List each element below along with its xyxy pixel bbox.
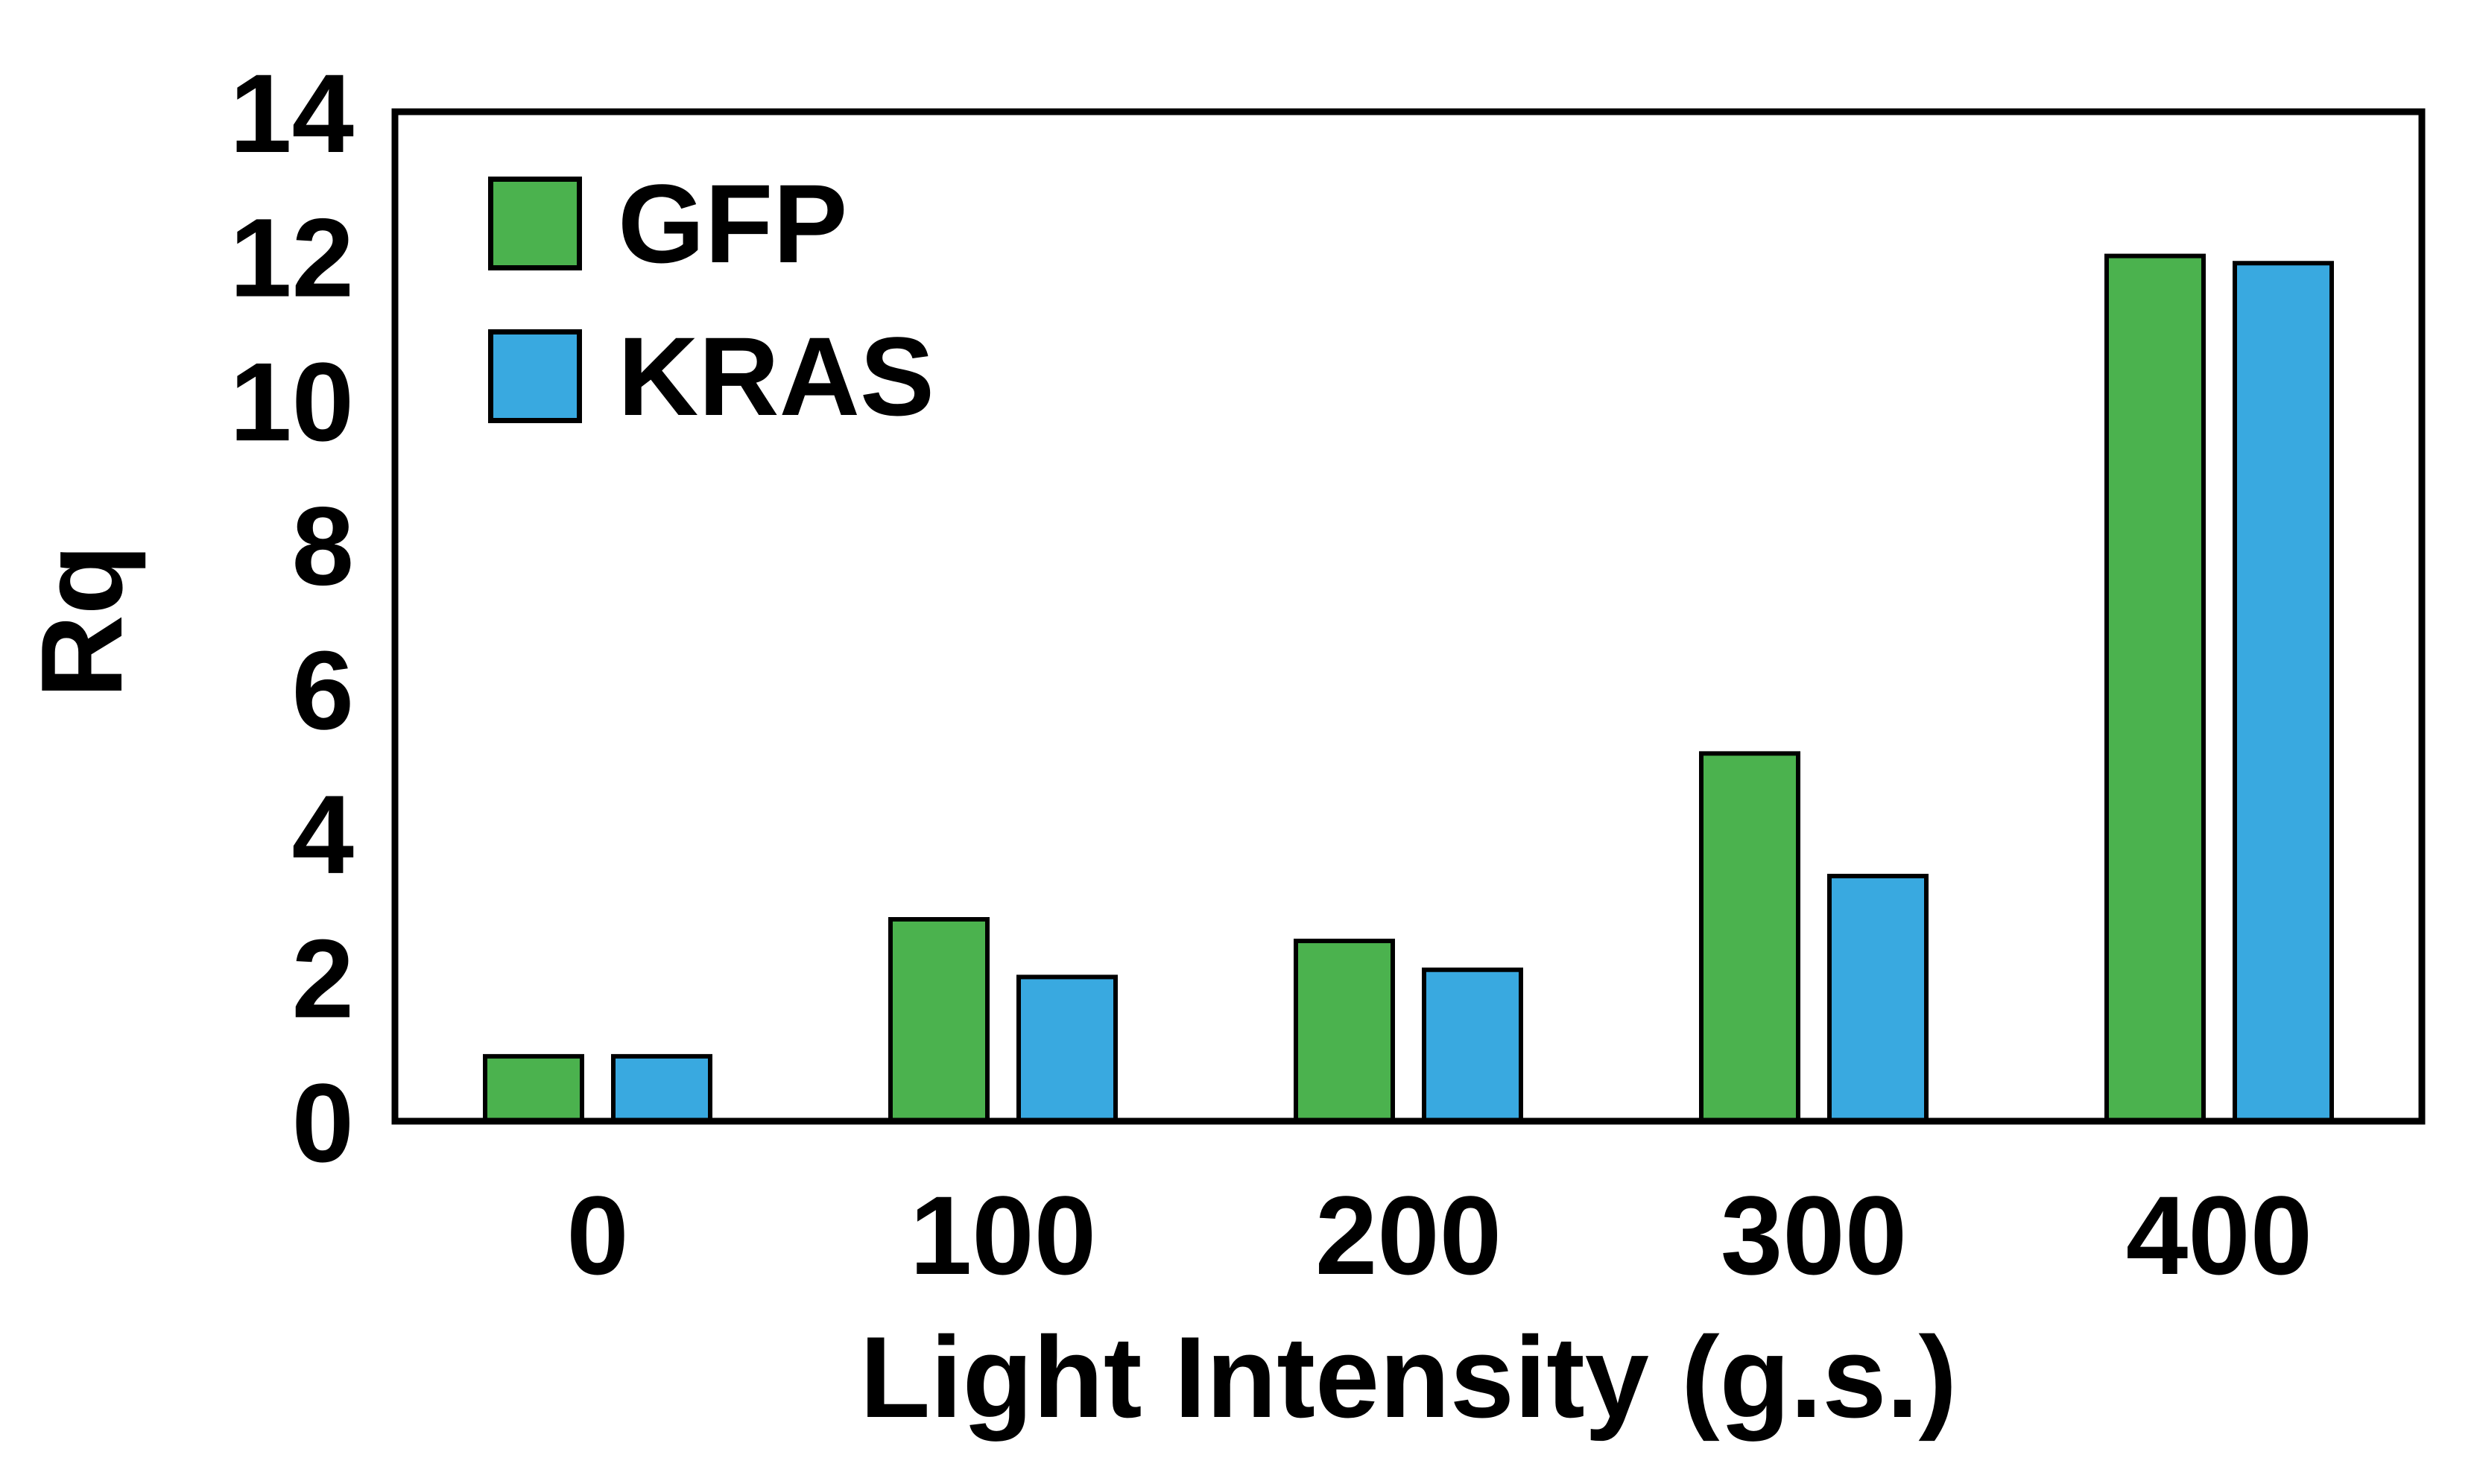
x-tick-label: 0 <box>566 1173 628 1298</box>
y-tick-label: 10 <box>230 339 354 464</box>
x-tick-label: 200 <box>1315 1173 1502 1298</box>
legend-label-gfp: GFP <box>618 161 848 286</box>
bar-gfp-400 <box>2104 253 2206 1124</box>
x-tick-label: 100 <box>910 1173 1096 1298</box>
bar-kras-100 <box>1016 974 1118 1124</box>
legend-swatch-gfp <box>488 177 582 270</box>
y-tick-label: 6 <box>292 627 354 752</box>
y-tick-label: 4 <box>292 772 354 897</box>
y-axis-label: Rq <box>17 544 146 699</box>
y-tick-label: 14 <box>230 51 354 176</box>
y-tick-label: 2 <box>292 916 354 1041</box>
bar-kras-300 <box>1827 873 1929 1124</box>
legend-label-kras: KRAS <box>618 314 935 439</box>
legend-entry-kras: KRAS <box>488 320 934 432</box>
legend: GFP KRAS <box>488 168 934 432</box>
legend-swatch-kras <box>488 329 582 423</box>
bar-kras-400 <box>2233 261 2334 1123</box>
plot-border <box>391 108 2426 1125</box>
bar-gfp-100 <box>888 917 990 1123</box>
y-tick-label: 0 <box>292 1060 354 1185</box>
y-tick-label: 12 <box>230 195 354 320</box>
bar-kras-0 <box>611 1053 712 1123</box>
y-tick-label: 8 <box>292 483 354 609</box>
bar-kras-200 <box>1422 967 1523 1123</box>
x-tick-label: 300 <box>1721 1173 1907 1298</box>
legend-entry-gfp: GFP <box>488 168 934 279</box>
bar-gfp-200 <box>1294 939 1395 1124</box>
bar-gfp-300 <box>1699 751 1800 1124</box>
x-axis-label: Light Intensity (g.s.) <box>859 1313 1958 1442</box>
x-tick-label: 400 <box>2126 1173 2312 1298</box>
bar-gfp-0 <box>483 1053 584 1123</box>
